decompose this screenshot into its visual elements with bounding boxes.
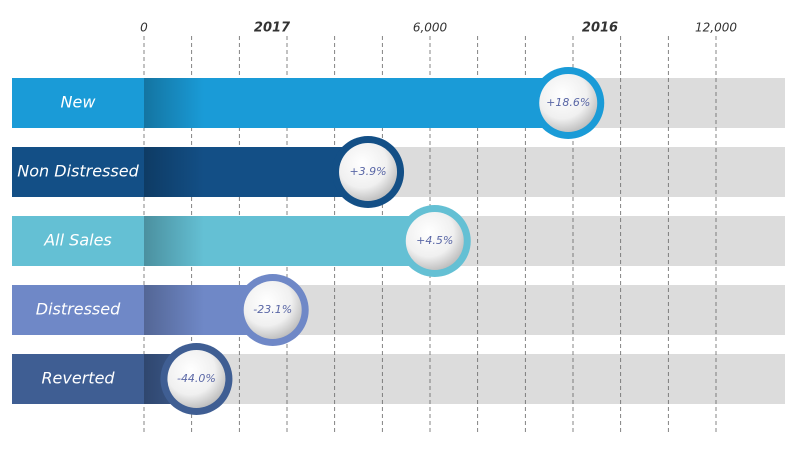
bar-shade [144,216,204,266]
badge-label: -23.1% [253,303,292,316]
category-label: All Sales [43,231,112,250]
bar-shade [144,147,204,197]
x-tick-label: 0 [140,21,148,35]
annotation: 2017 [254,21,291,36]
badge-ball [539,74,598,132]
category-label: Reverted [41,369,115,388]
category-label: Distressed [36,300,121,319]
bar-shade [144,285,204,335]
badge-label: +4.5% [416,234,453,247]
x-tick-label: 12,000 [695,21,737,35]
row-background [144,354,785,404]
category-label: Non Distressed [17,162,139,181]
badge-ball [405,212,464,270]
category-label: New [61,93,97,112]
bar [12,78,569,128]
x-tick-label: 6,000 [413,21,448,35]
annotation: 2016 [582,21,618,36]
badge-ball [243,281,302,339]
bar [12,216,435,266]
badge-label: -44.0% [177,372,216,385]
bar-shade [144,78,204,128]
bar [12,285,273,335]
badge-label: +3.9% [349,165,386,178]
badge-ball [167,350,226,408]
badge-ball [339,143,398,201]
badge-label: +18.6% [546,96,590,109]
